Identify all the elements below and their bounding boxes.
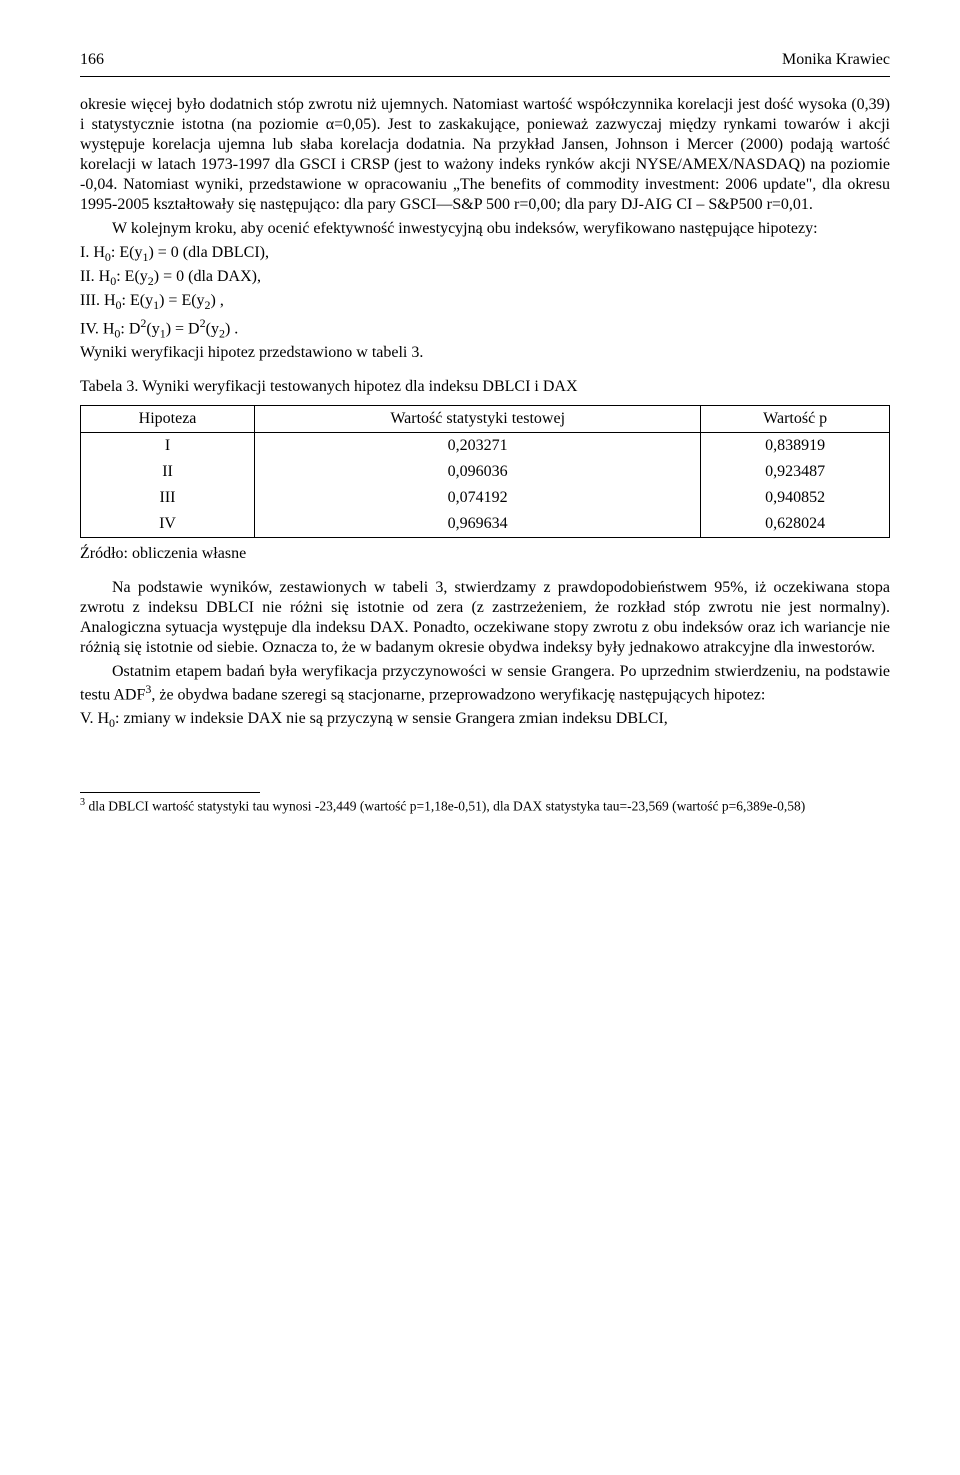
page-number: 166 (80, 50, 104, 70)
table3: Hipoteza Wartość statystyki testowej War… (80, 405, 890, 538)
hypothesis-1: I. H0: E(y1) = 0 (dla DBLCI), (80, 243, 890, 265)
table-cell: 0,969634 (255, 511, 701, 538)
h1-mid: : E(y (111, 244, 143, 261)
table-cell: 0,074192 (255, 485, 701, 511)
h3-mid1: : E(y (122, 292, 154, 309)
table3-col0: Hipoteza (81, 406, 255, 433)
h3-mid2: ) = E(y (159, 292, 204, 309)
h2-tail: ) = 0 (dla DAX), (154, 268, 261, 285)
table-cell: 0,940852 (701, 485, 890, 511)
footnote-3: 3 dla DBLCI wartość statystyki tau wynos… (80, 797, 890, 815)
h4-mid4: (y (206, 320, 219, 337)
paragraph-2: W kolejnym kroku, aby ocenić efektywność… (80, 219, 890, 239)
h4-mid2: (y (146, 320, 159, 337)
h1-tail: ) = 0 (dla DBLCI), (148, 244, 269, 261)
h4-prefix: IV. H (80, 320, 114, 337)
paragraph-3: Wyniki weryfikacji hipotez przedstawiono… (80, 343, 890, 363)
paragraph-4: Na podstawie wyników, zestawionych w tab… (80, 578, 890, 658)
table-row: II 0,096036 0,923487 (81, 459, 890, 485)
hypothesis-2: II. H0: E(y2) = 0 (dla DAX), (80, 267, 890, 289)
h4-tail: ) . (225, 320, 238, 337)
h3-prefix: III. H (80, 292, 116, 309)
footnote-text: dla DBLCI wartość statystyki tau wynosi … (85, 798, 805, 813)
p5-b: , że obydwa badane szeregi są stacjonarn… (151, 686, 765, 703)
table3-col1: Wartość statystyki testowej (255, 406, 701, 433)
table-cell: I (81, 433, 255, 460)
h5-tail: : zmiany w indeksie DAX nie są przyczyną… (115, 710, 668, 727)
header-rule (80, 76, 890, 77)
table-cell: II (81, 459, 255, 485)
table-row: III 0,074192 0,940852 (81, 485, 890, 511)
table-row: I 0,203271 0,838919 (81, 433, 890, 460)
table-cell: 0,838919 (701, 433, 890, 460)
table3-caption: Tabela 3. Wyniki weryfikacji testowanych… (80, 377, 890, 397)
hypothesis-3: III. H0: E(y1) = E(y2) , (80, 291, 890, 313)
hypothesis-5: V. H0: zmiany w indeksie DAX nie są przy… (80, 709, 890, 731)
paragraph-1: okresie więcej było dodatnich stóp zwrot… (80, 95, 890, 215)
table3-col2: Wartość p (701, 406, 890, 433)
h4-mid3: ) = D (166, 320, 200, 337)
footnote-rule (80, 792, 260, 793)
h2-prefix: II. H (80, 268, 110, 285)
paragraph-5: Ostatnim etapem badań była weryfikacja p… (80, 662, 890, 705)
h5-prefix: V. H (80, 710, 109, 727)
h1-prefix: I. H (80, 244, 105, 261)
page-header: 166 Monika Krawiec (80, 50, 890, 70)
table-cell: 0,096036 (255, 459, 701, 485)
table-cell: 0,203271 (255, 433, 701, 460)
table3-header-row: Hipoteza Wartość statystyki testowej War… (81, 406, 890, 433)
table3-source: Źródło: obliczenia własne (80, 544, 890, 564)
h3-tail: ) , (211, 292, 224, 309)
table-cell: III (81, 485, 255, 511)
table-cell: IV (81, 511, 255, 538)
h2-mid: : E(y (116, 268, 148, 285)
table-row: IV 0,969634 0,628024 (81, 511, 890, 538)
page-author: Monika Krawiec (782, 50, 890, 70)
hypothesis-4: IV. H0: D2(y1) = D2(y2) . (80, 316, 890, 342)
table-cell: 0,628024 (701, 511, 890, 538)
table-cell: 0,923487 (701, 459, 890, 485)
h4-mid1: : D (120, 320, 140, 337)
